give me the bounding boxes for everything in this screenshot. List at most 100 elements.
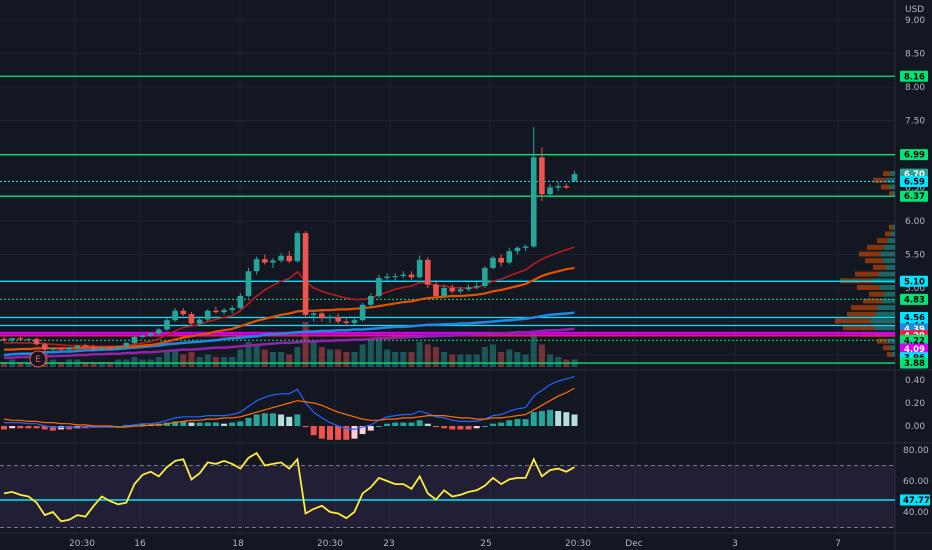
macd-histogram-bar xyxy=(196,422,203,426)
volume-bar xyxy=(229,357,236,367)
volume-profile-bar xyxy=(891,231,895,237)
volume-bar xyxy=(392,352,399,367)
volume-profile-bar xyxy=(865,258,883,264)
volume-bar xyxy=(343,352,350,367)
macd-histogram-bar xyxy=(229,422,236,426)
candle-body xyxy=(506,251,513,263)
volume-profile-bar xyxy=(877,238,888,244)
volume-profile-bar xyxy=(880,251,895,257)
horizontal-levels[interactable] xyxy=(0,75,895,364)
candle-body xyxy=(441,288,447,297)
volume-profile-bar xyxy=(867,244,884,250)
volume-bar xyxy=(188,352,195,367)
volume-bar xyxy=(359,344,366,367)
volume-profile-bar xyxy=(863,298,883,304)
macd-histogram-bar xyxy=(400,422,407,426)
volume-profile-bar xyxy=(847,311,876,317)
macd-histogram-bar xyxy=(286,416,293,426)
time-axis[interactable]: 20:30 16 18 20:30 23 25 20:30 Dec 3 7 xyxy=(69,539,841,549)
candle-body xyxy=(433,284,439,297)
volume-bar xyxy=(408,352,415,367)
price-tag xyxy=(900,149,928,161)
candle-body xyxy=(172,310,178,321)
volume-profile-bar xyxy=(874,325,895,331)
volume-bar xyxy=(155,357,162,367)
currency-label: USD xyxy=(905,5,924,15)
candle-body xyxy=(392,275,398,277)
volume-profile-bar xyxy=(851,305,878,311)
candle-body xyxy=(457,289,464,292)
price-tag-label: 4.83 xyxy=(904,295,925,305)
macd-histogram-bar xyxy=(188,422,195,426)
candle-body xyxy=(400,274,407,276)
candle-body xyxy=(278,255,284,261)
volume-bar xyxy=(98,362,105,367)
macd-histogram-bar xyxy=(1,426,7,430)
volume-bar xyxy=(424,344,431,367)
volume-bar xyxy=(172,349,179,367)
candle-body xyxy=(41,344,48,350)
candle-body xyxy=(294,233,301,262)
rsi-tag xyxy=(900,494,930,506)
candle-body xyxy=(359,304,366,321)
time-tick-label: Dec xyxy=(625,539,642,549)
volume-profile-bar xyxy=(886,177,895,183)
candle-body xyxy=(131,336,138,343)
volume-bar xyxy=(261,349,268,367)
rsi-tag-label: 47.77 xyxy=(903,496,930,506)
macd-panel xyxy=(1,376,578,440)
price-tick-label: 6.50 xyxy=(905,184,925,194)
volume-profile-bar xyxy=(886,264,895,270)
volume-bar xyxy=(530,332,537,367)
time-tick-label: 16 xyxy=(134,539,146,549)
macd-histogram-bar xyxy=(172,421,179,426)
volume-bar xyxy=(237,349,244,367)
volume-bar xyxy=(17,362,24,367)
macd-histogram-bar xyxy=(33,426,40,429)
candle-body xyxy=(25,338,32,340)
candle-body xyxy=(229,308,235,311)
macd-histogram-bar xyxy=(180,421,187,426)
time-tick-label: 25 xyxy=(480,539,491,549)
price-tick-label: 5.00 xyxy=(905,284,925,294)
macd-histogram-bar xyxy=(506,420,513,426)
rsi-tick-label: 80.00 xyxy=(903,446,929,456)
price-tag-label: 4.22 xyxy=(904,336,925,346)
volume-profile-bar xyxy=(889,191,893,197)
macd-histogram-bar xyxy=(449,426,456,430)
candle-body xyxy=(335,316,341,322)
price-tag xyxy=(900,357,928,369)
volume-bar xyxy=(269,352,276,367)
volume-profile-bar xyxy=(881,184,890,190)
macd-histogram-bar xyxy=(563,412,570,426)
macd-histogram-bar xyxy=(538,411,545,426)
candle-body xyxy=(221,310,227,313)
volume-profile-bar xyxy=(871,318,895,324)
volume-profile-bar xyxy=(891,352,895,357)
volume-bar xyxy=(318,347,325,367)
time-tick-label: 20:30 xyxy=(69,539,95,549)
candle-body xyxy=(196,319,203,324)
price-tag-label: 3.88 xyxy=(904,359,925,369)
candle-body xyxy=(33,338,40,345)
volume-bar xyxy=(481,347,488,367)
price-tag-label: 4.09 xyxy=(904,345,925,355)
candle-body xyxy=(262,259,268,263)
time-tick-label: 7 xyxy=(835,539,841,549)
volume-bar xyxy=(253,344,260,367)
volume-bar xyxy=(522,354,529,367)
macd-histogram-bar xyxy=(253,414,260,426)
volume-profile-bar xyxy=(835,318,871,324)
candle-body xyxy=(376,277,382,297)
candle-body xyxy=(351,320,358,323)
earnings-marker-icon[interactable] xyxy=(29,350,47,368)
price-tag xyxy=(900,275,928,287)
price-tick-label: 9.00 xyxy=(905,16,925,26)
volume-bar xyxy=(351,352,358,367)
macd-tick-label: 0.00 xyxy=(905,422,925,432)
price-candles[interactable] xyxy=(1,127,578,352)
macd-histogram-bar xyxy=(278,414,285,426)
candle-body xyxy=(139,335,146,337)
